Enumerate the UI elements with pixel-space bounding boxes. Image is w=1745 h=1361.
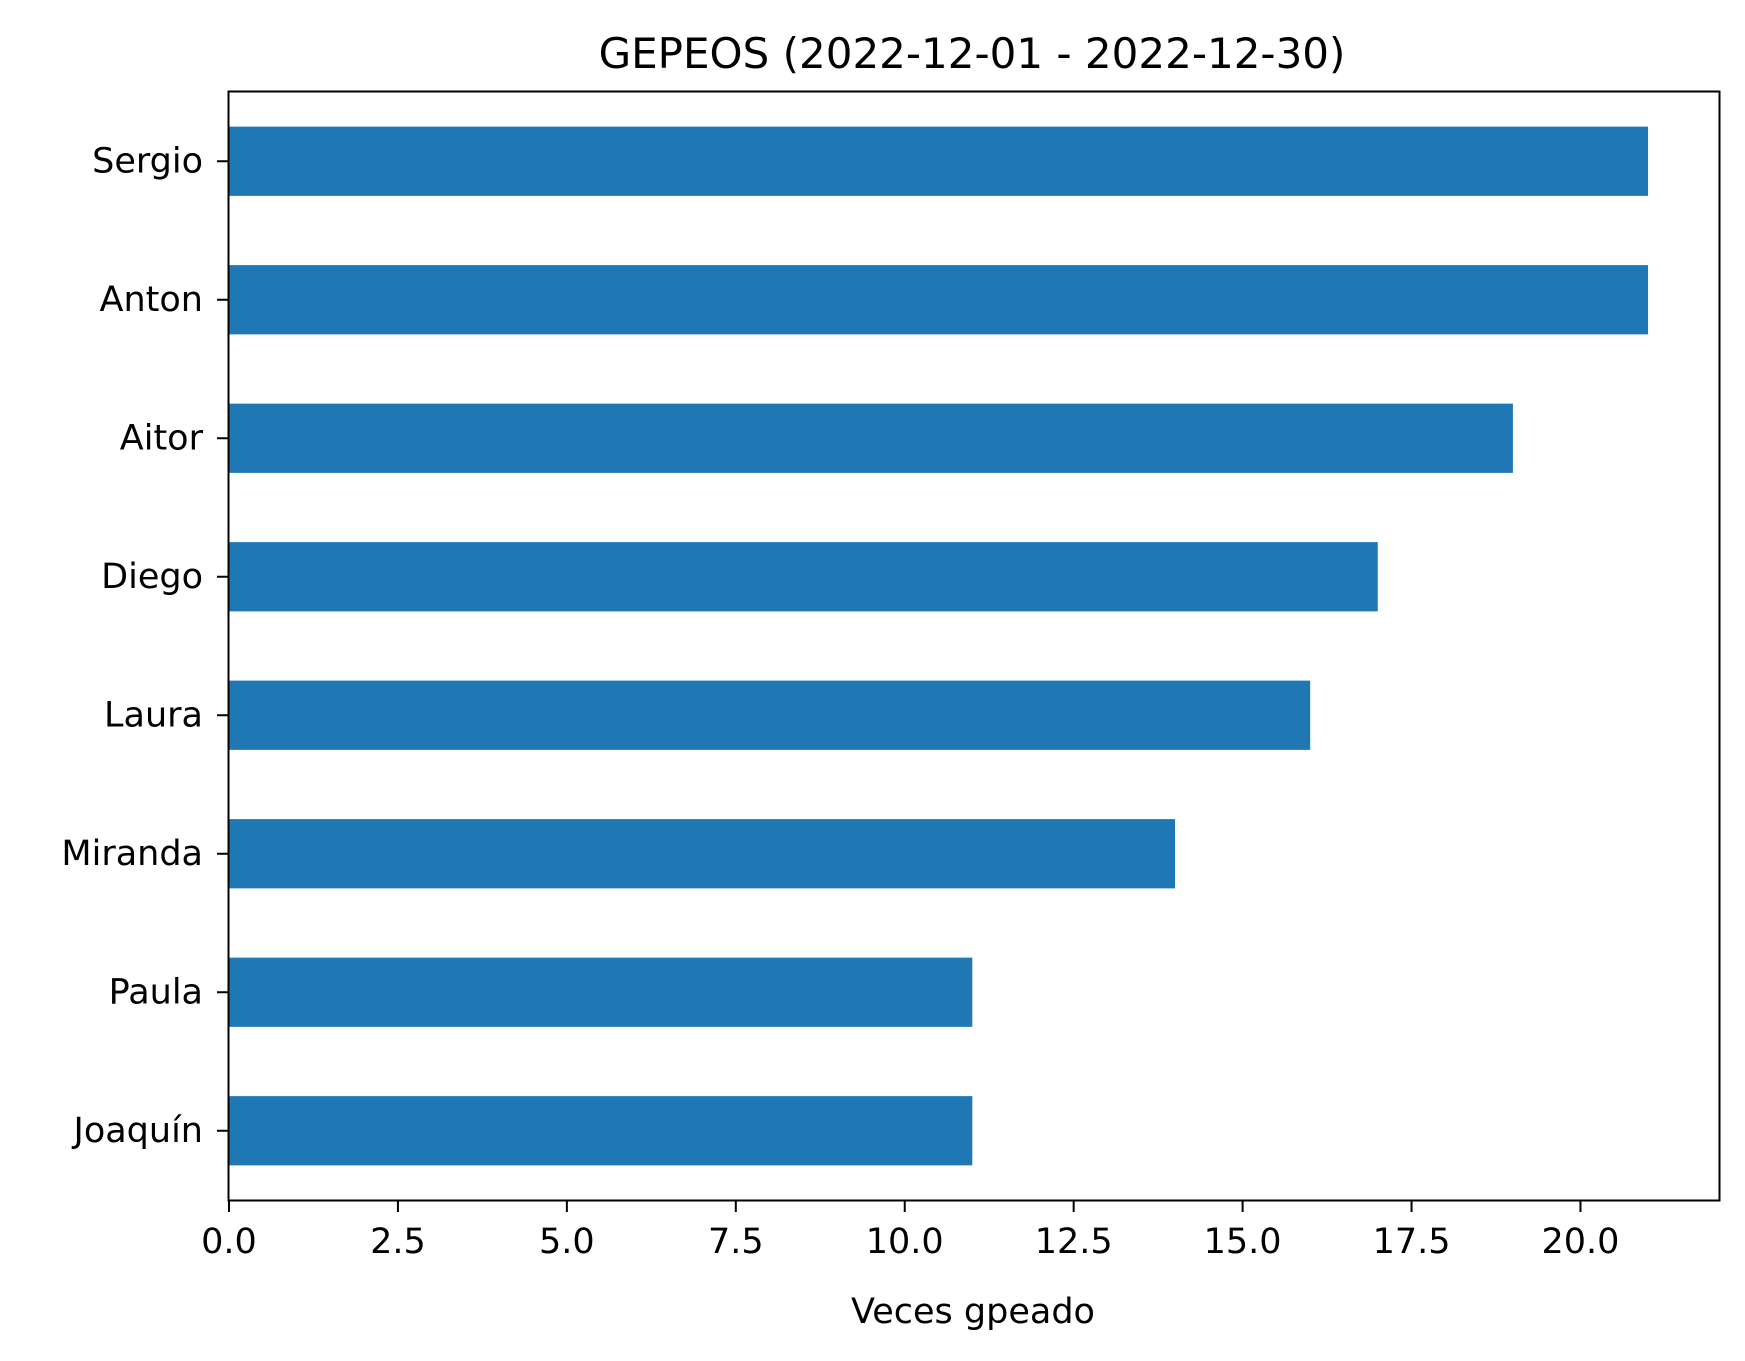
bar-6 xyxy=(229,957,973,1027)
y-tick-label: Sergio xyxy=(92,141,203,181)
chart-title: GEPEOS (2022-12-01 - 2022-12-30) xyxy=(599,29,1346,78)
y-tick-label: Joaquín xyxy=(72,1111,204,1151)
x-tick-label: 12.5 xyxy=(1035,1222,1113,1262)
bar-4 xyxy=(229,680,1311,750)
x-tick-label: 20.0 xyxy=(1542,1222,1620,1262)
y-tick-label: Anton xyxy=(100,280,203,320)
bar-1 xyxy=(229,265,1649,335)
x-tick-label: 17.5 xyxy=(1373,1222,1451,1262)
x-tick-label: 0.0 xyxy=(201,1222,257,1262)
bar-0 xyxy=(229,126,1649,196)
y-tick-label: Laura xyxy=(104,695,203,735)
x-tick-label: 2.5 xyxy=(370,1222,426,1262)
x-tick-label: 15.0 xyxy=(1204,1222,1282,1262)
y-tick-label: Diego xyxy=(101,557,203,597)
bars-layer xyxy=(229,126,1649,1166)
x-tick-label: 10.0 xyxy=(866,1222,944,1262)
y-axis: Sergio Anton Aitor Diego Laura Miranda Paula Jo… xyxy=(61,141,229,1151)
plot-frame xyxy=(227,90,1721,1202)
bar-5 xyxy=(229,819,1176,889)
y-tick-label: Miranda xyxy=(61,834,203,874)
bar-2 xyxy=(229,403,1513,473)
x-tick-label: 7.5 xyxy=(708,1222,764,1262)
y-tick-label: Aitor xyxy=(120,418,204,458)
y-tick-label: Paula xyxy=(109,972,203,1012)
x-axis: 0.0 2.5 5.0 7.5 10.0 12.5 15.0 17.5 20.0 xyxy=(201,1200,1619,1262)
x-tick-label: 5.0 xyxy=(539,1222,595,1262)
x-axis-label: Veces gpeado xyxy=(851,1292,1095,1332)
bar-7 xyxy=(229,1096,973,1166)
bar-3 xyxy=(229,542,1378,612)
